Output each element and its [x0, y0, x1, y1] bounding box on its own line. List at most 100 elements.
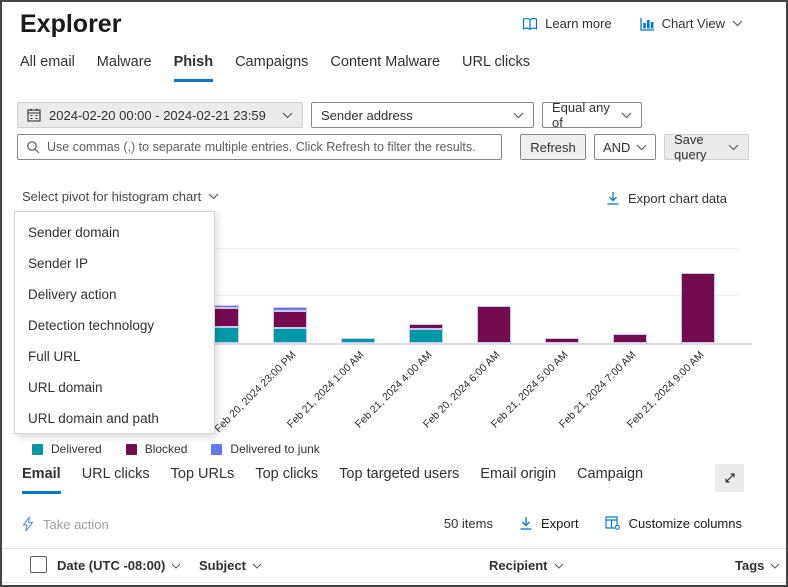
menu-item-detection-technology[interactable]: Detection technology	[28, 318, 155, 333]
filter-field-select[interactable]: Sender address	[311, 102, 534, 128]
chevron-down-icon	[282, 112, 293, 119]
menu-item-delivery-action[interactable]: Delivery action	[28, 287, 117, 302]
column-label: Date (UTC -08:00)	[57, 558, 166, 573]
chevron-down-icon	[621, 112, 632, 119]
export-button[interactable]: Export	[519, 516, 579, 531]
pivot-label: Select pivot for histogram chart	[22, 189, 202, 204]
column-header-tags[interactable]: Tags	[735, 558, 780, 573]
chevron-down-icon	[513, 112, 524, 119]
chart-bar-segment-blocked[interactable]	[273, 311, 307, 329]
chart-baseline	[22, 343, 752, 345]
chevron-down-icon	[636, 144, 647, 151]
menu-item-full-url[interactable]: Full URL	[28, 349, 81, 364]
menu-item-sender-domain[interactable]: Sender domain	[28, 225, 120, 240]
page-title: Explorer	[20, 10, 122, 38]
column-label: Recipient	[489, 558, 548, 573]
boolean-operator-dropdown[interactable]: AND	[594, 134, 656, 160]
column-label: Subject	[199, 558, 246, 573]
legend-item-delivered: Delivered	[32, 442, 102, 456]
chart-bar-segment-blocked[interactable]	[477, 305, 511, 343]
tab-campaigns[interactable]: Campaigns	[235, 54, 309, 70]
chevron-down-icon	[554, 563, 564, 569]
customize-columns-button[interactable]: Customize columns	[604, 516, 742, 531]
chart-x-label: Feb 21, 2024 5:00 AM	[488, 349, 571, 431]
nav-tabs: All email Malware Phish Campaigns Conten…	[20, 54, 530, 82]
expand-diagonal-icon	[723, 471, 737, 485]
result-tabs: Email URL clicks Top URLs Top clicks Top…	[22, 466, 643, 494]
chart-bar-segment-blocked[interactable]	[613, 333, 647, 343]
filter-operator-select[interactable]: Equal any of	[542, 100, 642, 130]
chart-gridline	[22, 248, 739, 250]
pivot-dropdown-trigger[interactable]: Select pivot for histogram chart	[22, 189, 219, 204]
chart-bar-segment-delivered[interactable]	[273, 328, 307, 343]
chart-bar-segment-blocked[interactable]	[545, 338, 579, 343]
chart-bar-segment-delivered-to-junk[interactable]	[273, 307, 307, 312]
results-toolbar: Take action 50 items Export Customize co…	[2, 513, 786, 539]
chart-x-label: Feb 21, 2024 9:00 AM	[624, 349, 707, 431]
learn-more-link[interactable]: Learn more	[522, 16, 612, 31]
refresh-button[interactable]: Refresh	[520, 134, 586, 160]
take-action-button[interactable]: Take action	[22, 516, 109, 532]
tab-content-malware[interactable]: Content Malware	[330, 54, 441, 70]
chevron-down-icon	[208, 193, 219, 200]
legend-label: Delivered to junk	[230, 442, 320, 456]
tab-top-clicks[interactable]: Top clicks	[255, 466, 319, 482]
tab-url-clicks-results[interactable]: URL clicks	[81, 466, 150, 482]
tab-top-targeted-users[interactable]: Top targeted users	[339, 466, 460, 482]
search-input[interactable]	[47, 140, 493, 154]
boolean-operator-value: AND	[603, 139, 631, 155]
chart-view-label: Chart View	[661, 16, 725, 31]
take-action-label: Take action	[43, 516, 109, 532]
column-header-subject[interactable]: Subject	[199, 558, 262, 573]
chart-bar-segment-blocked[interactable]	[681, 272, 715, 343]
select-all-checkbox[interactable]	[30, 556, 47, 573]
column-label: Tags	[735, 558, 765, 573]
date-range-value: 2024-02-20 00:00 - 2024-02-21 23:59	[49, 107, 266, 123]
column-chart-icon	[640, 17, 655, 31]
menu-item-url-domain[interactable]: URL domain	[28, 380, 103, 395]
search-icon	[26, 140, 40, 154]
expand-button[interactable]	[715, 464, 744, 492]
column-header-date[interactable]: Date (UTC -08:00)	[57, 558, 181, 573]
chart-bar-segment-delivered[interactable]	[341, 338, 375, 343]
divider	[2, 548, 786, 549]
download-icon	[519, 516, 533, 531]
export-chart-data-link[interactable]: Export chart data	[606, 191, 727, 206]
lightning-icon	[22, 516, 34, 532]
chart-bar-segment-blocked[interactable]	[409, 324, 443, 329]
legend-swatch-blocked	[125, 443, 137, 455]
chevron-down-icon	[171, 563, 181, 569]
export-label: Export	[540, 516, 579, 531]
chart-x-label: Feb 20, 2024 6:00 AM	[420, 349, 503, 431]
tab-all-email[interactable]: All email	[20, 54, 75, 70]
date-range-button[interactable]: 2024-02-20 00:00 - 2024-02-21 23:59	[17, 102, 303, 128]
save-query-button[interactable]: Save query	[664, 132, 749, 162]
tab-malware[interactable]: Malware	[96, 54, 152, 70]
tab-email[interactable]: Email	[22, 466, 61, 494]
chevron-down-icon	[732, 20, 743, 27]
menu-item-sender-ip[interactable]: Sender IP	[28, 256, 89, 271]
tab-email-origin[interactable]: Email origin	[480, 466, 557, 482]
tab-campaign[interactable]: Campaign	[577, 466, 644, 482]
toolbar-right: 50 items Export Customize columns	[444, 516, 742, 531]
customize-columns-label: Customize columns	[628, 516, 742, 531]
menu-item-url-domain-and-path[interactable]: URL domain and path	[28, 411, 159, 426]
divider	[2, 582, 786, 583]
calendar-icon	[27, 108, 41, 122]
customize-columns-icon	[604, 516, 621, 531]
chart-view-dropdown[interactable]: Chart View	[640, 16, 743, 31]
tab-url-clicks[interactable]: URL clicks	[462, 54, 530, 70]
search-box	[17, 134, 502, 160]
chevron-down-icon	[728, 144, 739, 151]
items-count: 50 items	[443, 516, 493, 531]
tab-top-urls[interactable]: Top URLs	[170, 466, 235, 482]
tab-phish[interactable]: Phish	[173, 54, 214, 82]
chart-x-label: Feb 21, 2024 4:00 AM	[352, 349, 435, 431]
chart-bar-segment-delivered[interactable]	[409, 328, 443, 343]
refresh-label: Refresh	[530, 139, 576, 155]
legend-label: Delivered	[51, 442, 102, 456]
column-header-recipient[interactable]: Recipient	[489, 558, 564, 573]
filter-operator-value: Equal any of	[552, 100, 610, 130]
legend-item-blocked: Blocked	[125, 442, 187, 456]
